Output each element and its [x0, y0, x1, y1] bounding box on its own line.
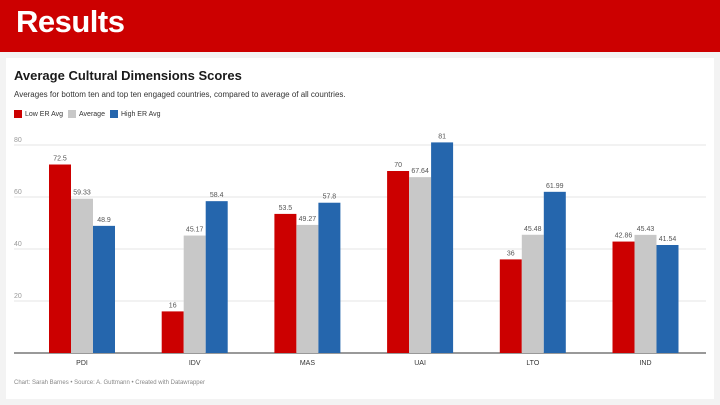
chart-title: Average Cultural Dimensions Scores — [14, 68, 242, 83]
legend-swatch-average — [68, 110, 77, 118]
bar-value-label: 49.27 — [299, 216, 317, 223]
bar — [205, 201, 228, 353]
bar-value-label: 53.5 — [279, 205, 293, 212]
bar — [161, 311, 184, 353]
bar — [634, 234, 657, 353]
bar — [499, 259, 522, 353]
bar — [543, 191, 566, 353]
y-tick-label: 60 — [14, 189, 22, 196]
bar-value-label: 36 — [507, 250, 515, 257]
legend-swatch-high — [109, 110, 118, 118]
y-tick-label: 20 — [14, 293, 22, 300]
bar — [318, 202, 341, 353]
chart-card: Average Cultural Dimensions Scores Avera… — [6, 58, 714, 399]
chart-subtitle: Averages for bottom ten and top ten enga… — [14, 90, 346, 99]
bar-value-label: 70 — [394, 162, 402, 169]
title-banner: Results — [0, 0, 720, 52]
bar-value-label: 42.86 — [615, 233, 633, 240]
x-tick-label: PDI — [76, 360, 88, 367]
bar-value-label: 57.8 — [323, 194, 337, 201]
chart-footer: Chart: Sarah Barnes • Source: A. Guttman… — [14, 380, 205, 386]
slide-title: Results — [16, 4, 125, 39]
legend-label-average: Average — [79, 110, 105, 118]
y-tick-label: 80 — [14, 137, 22, 144]
legend-item-high: High ER Avg — [109, 110, 161, 118]
bar-value-label: 67.64 — [411, 168, 429, 175]
chart-legend: Low ER Avg Average High ER Avg — [14, 110, 166, 118]
x-tick-label: IDV — [189, 360, 201, 367]
bar-value-label: 61.99 — [546, 183, 564, 190]
x-tick-label: IND — [639, 360, 651, 367]
bar-value-label: 72.5 — [53, 156, 67, 163]
bar — [612, 241, 635, 353]
bar — [387, 171, 410, 353]
bar — [274, 213, 297, 353]
bar — [71, 198, 93, 353]
bar-value-label: 45.48 — [524, 226, 542, 233]
bar — [49, 164, 71, 353]
x-tick-label: MAS — [300, 360, 316, 367]
bar — [409, 177, 432, 353]
x-tick-label: UAI — [414, 360, 426, 367]
bar — [431, 142, 454, 353]
legend-label-low: Low ER Avg — [25, 110, 64, 118]
bar-value-label: 48.9 — [97, 217, 111, 224]
bar — [296, 224, 319, 353]
bar-chart: 20 40 60 80 72.5 59.33 48.9 PDI 16 45.17 58.4 IDV 53… — [14, 133, 706, 367]
legend-item-low: Low ER Avg — [14, 110, 63, 118]
bar-value-label: 45.43 — [637, 226, 655, 233]
y-tick-label: 40 — [14, 241, 22, 248]
legend-item-average: Average — [68, 110, 105, 118]
bar-value-label: 45.17 — [186, 227, 204, 234]
legend-label-high: High ER Avg — [120, 110, 161, 118]
bar-value-label: 59.33 — [73, 190, 91, 197]
bar — [93, 225, 115, 353]
bar — [656, 244, 679, 353]
bar — [183, 235, 206, 353]
x-tick-label: LTO — [526, 360, 540, 367]
bar-value-label: 58.4 — [210, 192, 224, 199]
bar — [521, 234, 544, 353]
bar-value-label: 41.54 — [659, 236, 677, 243]
bar-value-label: 81 — [438, 133, 446, 140]
legend-swatch-low — [14, 110, 22, 118]
bar-value-label: 16 — [169, 302, 177, 309]
